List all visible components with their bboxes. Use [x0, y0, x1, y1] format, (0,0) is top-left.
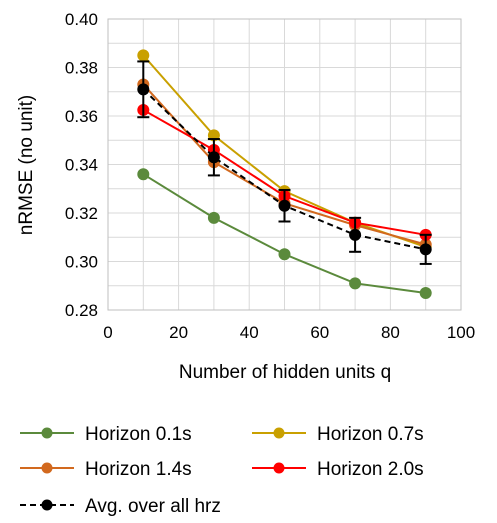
legend-label: Avg. over all hrz — [85, 496, 221, 517]
legend-marker — [41, 427, 53, 439]
y-tick-labels: 0.28 0.30 0.32 0.34 0.36 0.38 0.40 — [65, 10, 98, 320]
y-tick-label: 0.36 — [65, 107, 98, 126]
legend-marker — [41, 462, 53, 474]
x-tick-label: 80 — [381, 323, 400, 342]
data-point — [278, 248, 291, 261]
legend: Horizon 0.1s Horizon 0.7s Horizon 1.4s Hori… — [20, 424, 424, 517]
data-point — [137, 49, 150, 62]
legend-label: Horizon 0.1s — [85, 424, 192, 445]
legend-label: Horizon 2.0s — [317, 459, 424, 480]
data-point — [419, 287, 432, 300]
x-axis-title: Number of hidden units q — [179, 362, 391, 383]
x-tick-label: 40 — [240, 323, 259, 342]
series-4 — [137, 60, 432, 265]
y-tick-label: 0.28 — [65, 301, 98, 320]
x-tick-labels: 0 20 40 60 80 100 — [103, 323, 475, 342]
y-tick-label: 0.38 — [65, 59, 98, 78]
data-point — [419, 243, 432, 256]
x-tick-label: 20 — [169, 323, 188, 342]
legend-marker — [273, 462, 285, 474]
y-tick-label: 0.30 — [65, 253, 98, 272]
y-tick-label: 0.32 — [65, 204, 98, 223]
legend-item-3: Horizon 2.0s — [252, 459, 424, 480]
x-tick-label: 100 — [447, 323, 475, 342]
legend-label: Horizon 0.7s — [317, 424, 424, 445]
legend-item-2: Horizon 1.4s — [20, 459, 192, 480]
series-group — [137, 49, 432, 300]
y-tick-label: 0.40 — [65, 10, 98, 29]
y-axis-title: nRMSE (no unit) — [16, 95, 37, 235]
data-point — [207, 211, 220, 224]
x-tick-label: 60 — [310, 323, 329, 342]
data-point — [137, 168, 150, 181]
plot-border — [107, 18, 462, 311]
legend-label: Horizon 1.4s — [85, 459, 192, 480]
data-point — [207, 151, 220, 164]
legend-marker — [273, 427, 285, 439]
legend-marker — [41, 499, 53, 511]
axes — [107, 18, 462, 311]
y-tick-label: 0.34 — [65, 156, 98, 175]
legend-item-1: Horizon 0.7s — [252, 424, 424, 445]
data-point — [349, 277, 362, 290]
data-point — [278, 199, 291, 212]
x-tick-label: 0 — [103, 323, 112, 342]
legend-item-4: Avg. over all hrz — [20, 496, 221, 517]
grid — [107, 18, 462, 311]
data-point — [137, 83, 150, 96]
series-0 — [137, 168, 432, 300]
legend-item-0: Horizon 0.1s — [20, 424, 192, 445]
data-point — [349, 228, 362, 241]
